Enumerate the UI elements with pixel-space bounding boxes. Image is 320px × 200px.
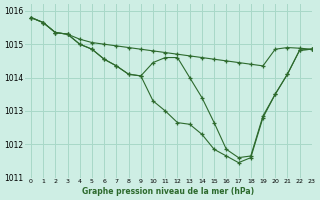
X-axis label: Graphe pression niveau de la mer (hPa): Graphe pression niveau de la mer (hPa) (82, 187, 254, 196)
